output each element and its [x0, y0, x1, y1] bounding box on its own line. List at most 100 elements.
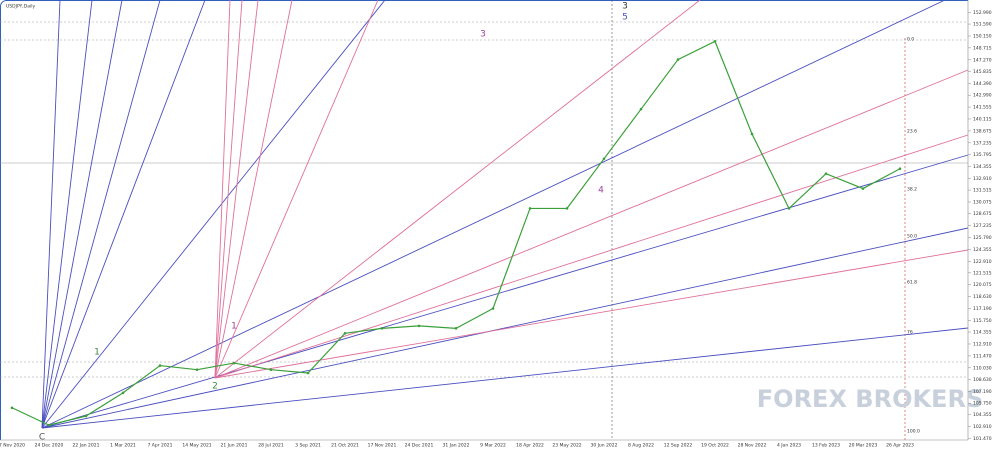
y-tick-label: 152.990: [973, 10, 992, 16]
x-tick-label: 19 Oct 2022: [701, 443, 729, 449]
wave-label: 4: [598, 186, 604, 196]
x-tick-label: 12 Sep 2022: [664, 443, 693, 449]
price-point: [343, 332, 347, 335]
y-tick-label: 118.630: [973, 294, 992, 300]
y-tick-label: 137.235: [973, 140, 992, 146]
wave-label: C: [39, 433, 45, 443]
symbol-title: USDJPY,Daily: [6, 4, 35, 10]
x-tick-label: 14 May 2021: [182, 443, 211, 449]
x-tick-label: 7 Apr 2021: [148, 443, 173, 449]
price-point: [121, 391, 125, 395]
price-point: [417, 324, 421, 328]
y-tick-label: 138.675: [973, 128, 992, 134]
x-tick-label: 28 Nov 2022: [738, 443, 767, 449]
y-tick-label: 112.910: [973, 341, 992, 347]
y-tick-label: 151.590: [973, 22, 992, 28]
x-tick-label: 8 Aug 2022: [628, 443, 654, 449]
x-tick-label: 24 Dec 2020: [35, 443, 64, 449]
x-tick-label: 3 Sep 2021: [295, 443, 321, 449]
y-tick-label: 140.115: [973, 116, 992, 122]
price-point: [47, 423, 51, 427]
fib-level: 76: [907, 330, 913, 336]
price-point: [454, 327, 458, 330]
y-tick-label: 144.390: [973, 81, 992, 87]
price-point: [898, 167, 902, 171]
fib-level: 100.0: [907, 429, 920, 435]
y-tick-label: 130.075: [973, 200, 992, 206]
price-point: [232, 361, 236, 365]
price-point: [380, 327, 384, 330]
y-tick-label: 135.795: [973, 152, 992, 158]
y-tick-label: 131.515: [973, 188, 992, 194]
y-tick-label: 134.355: [973, 164, 992, 170]
date-panel: [0, 440, 968, 450]
price-point: [750, 132, 754, 136]
fib-level: 61.8: [907, 280, 917, 286]
wave-label: 3: [480, 30, 486, 40]
wave-label: 2: [212, 382, 218, 392]
y-tick-label: 124.355: [973, 247, 992, 253]
x-tick-label: 17 Nov 2021: [368, 443, 397, 449]
gann-fan-blue: [41, 0, 969, 429]
y-tick-label: 115.750: [973, 318, 992, 324]
x-tick-label: 24 Dec 2021: [405, 443, 434, 449]
y-tick-label: 105.750: [973, 401, 992, 407]
wave-label: 1: [231, 322, 237, 332]
x-tick-label: 21 Oct 2021: [331, 443, 359, 449]
fib-level: 38.2: [907, 187, 917, 193]
price-point: [565, 207, 569, 210]
y-tick-label: 122.910: [973, 259, 992, 265]
price-point: [824, 172, 828, 175]
price-point: [676, 58, 680, 61]
x-tick-label: 22 Jan 2021: [73, 443, 100, 449]
price-point: [528, 207, 532, 210]
x-tick-label: 23 May 2022: [552, 443, 581, 449]
y-tick-label: 148.715: [973, 45, 992, 51]
price-point: [195, 368, 199, 371]
y-tick-label: 128.675: [973, 211, 992, 217]
x-tick-label: 18 Apr 2022: [516, 443, 544, 449]
x-tick-label: 20 Mar 2023: [849, 443, 878, 449]
y-tick-label: 117.190: [973, 306, 992, 312]
wave-label: 1: [94, 348, 100, 358]
y-tick-label: 141.555: [973, 105, 992, 111]
y-tick-label: 127.235: [973, 223, 992, 229]
y-tick-label: 108.630: [973, 377, 992, 383]
wave-label: 3: [622, 2, 628, 12]
y-tick-label: 121.515: [973, 270, 992, 276]
price-point: [639, 107, 643, 111]
price-point: [84, 414, 88, 418]
y-tick-label: 102.910: [973, 424, 992, 430]
y-tick-label: 147.270: [973, 57, 992, 63]
price-point: [861, 187, 865, 190]
x-tick-label: 31 Jan 2022: [443, 443, 470, 449]
price-point: [602, 157, 606, 161]
price-point: [713, 40, 717, 43]
axis-panel: [968, 0, 1000, 450]
x-tick-label: 1 Mar 2021: [110, 443, 136, 449]
price-point: [306, 371, 310, 375]
x-tick-label: 21 Jun 2021: [220, 443, 247, 449]
x-tick-label: 26 Apr 2023: [886, 443, 914, 449]
price-point: [787, 207, 791, 210]
y-tick-label: 150.150: [973, 33, 992, 39]
price-point: [158, 364, 162, 367]
fib-level: 23.6: [907, 129, 917, 135]
y-tick-label: 145.835: [973, 69, 992, 75]
price-point: [10, 406, 14, 410]
x-tick-label: 7 Nov 2020: [0, 443, 25, 449]
x-tick-label: 9 Mar 2022: [480, 443, 506, 449]
y-tick-label: 110.030: [973, 365, 992, 371]
fib-level: 50.0: [907, 234, 917, 240]
fib-level: 0.0: [907, 37, 914, 43]
x-tick-label: 13 Feb 2023: [812, 443, 840, 449]
y-tick-label: 111.470: [973, 353, 992, 359]
y-tick-label: 132.910: [973, 176, 992, 182]
y-tick-label: 107.190: [973, 389, 992, 395]
reference-lines: [0, 0, 968, 440]
y-tick-label: 114.355: [973, 330, 992, 336]
wave-label: 5: [622, 13, 628, 23]
price-point: [491, 307, 495, 310]
